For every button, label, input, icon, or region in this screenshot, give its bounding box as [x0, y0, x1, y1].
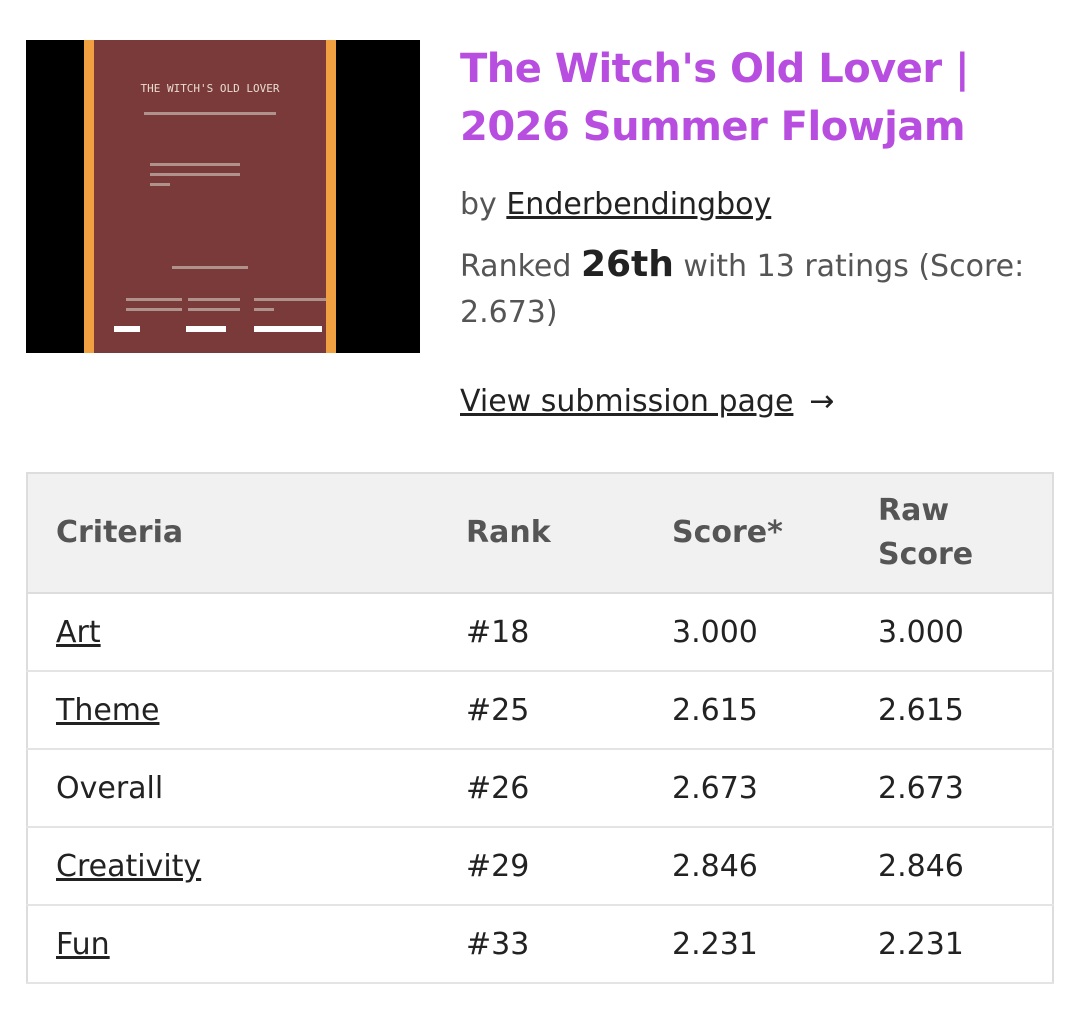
table-row: Theme #25 2.615 2.615: [27, 671, 1053, 750]
criteria-link[interactable]: Theme: [56, 692, 160, 728]
cell: 2.231: [644, 905, 850, 984]
cell: Art: [27, 593, 438, 672]
cell: 3.000: [644, 593, 850, 672]
cell: #26: [438, 749, 644, 828]
cell: Overall: [27, 749, 438, 828]
author-link[interactable]: Enderbendingboy: [506, 187, 772, 222]
cell: #18: [438, 593, 644, 672]
cell: #29: [438, 827, 644, 906]
cell: Theme: [27, 671, 438, 750]
table-row: Creativity #29 2.846 2.846: [27, 827, 1053, 906]
table-row: Art #18 3.000 3.000: [27, 593, 1053, 672]
cell: #33: [438, 905, 644, 984]
table-body: Art #18 3.000 3.000 Theme #25 2.615 2.615 Overal…: [27, 593, 1053, 984]
criteria-link[interactable]: Art: [56, 614, 101, 650]
byline: by Enderbendingboy: [460, 182, 1060, 228]
thumbnail-title: THE WITCH'S OLD LOVER: [140, 82, 279, 95]
cell: #25: [438, 671, 644, 750]
game-title[interactable]: The Witch's Old Lover | 2026 Summer Flow…: [460, 46, 970, 150]
column-header: Raw Score: [850, 473, 1053, 594]
results-table: Criteria Rank Score* Raw Score Art #18 3.000 3…: [26, 472, 1054, 984]
game-info: The Witch's Old Lover | 2026 Summer Flow…: [460, 40, 1060, 336]
cell: 2.846: [644, 827, 850, 906]
table-row: Overall #26 2.673 2.673: [27, 749, 1053, 828]
cell: 2.615: [850, 671, 1053, 750]
cell: 2.673: [850, 749, 1053, 828]
cell: 2.615: [644, 671, 850, 750]
cell: 2.673: [644, 749, 850, 828]
column-header: Score*: [644, 473, 850, 594]
table-row: Fun #33 2.231 2.231: [27, 905, 1053, 984]
criteria-link[interactable]: Fun: [56, 926, 110, 962]
cell: 2.846: [850, 827, 1053, 906]
cell: 3.000: [850, 593, 1053, 672]
cell: Creativity: [27, 827, 438, 906]
column-header: Rank: [438, 473, 644, 594]
ratings-text: with 13 ratings (Score: 2.673): [460, 249, 1025, 330]
submission-link-row: View submission page →: [460, 384, 835, 419]
submission-link[interactable]: View submission page: [460, 384, 794, 419]
rank: 26th: [580, 244, 674, 285]
cell: 2.231: [850, 905, 1053, 984]
column-header: Criteria: [27, 473, 438, 594]
arrow: →: [809, 384, 835, 419]
criteria-link[interactable]: Creativity: [56, 848, 202, 884]
ranked-label: Ranked: [460, 249, 572, 284]
by-label: by: [460, 187, 497, 222]
header-row: Criteria Rank Score* Raw Score: [27, 473, 1053, 594]
ranking: Ranked 26th with 13 ratings (Score: 2.67…: [460, 242, 1060, 336]
cell: Fun: [27, 905, 438, 984]
thumbnail[interactable]: THE WITCH'S OLD LOVER: [26, 40, 420, 353]
